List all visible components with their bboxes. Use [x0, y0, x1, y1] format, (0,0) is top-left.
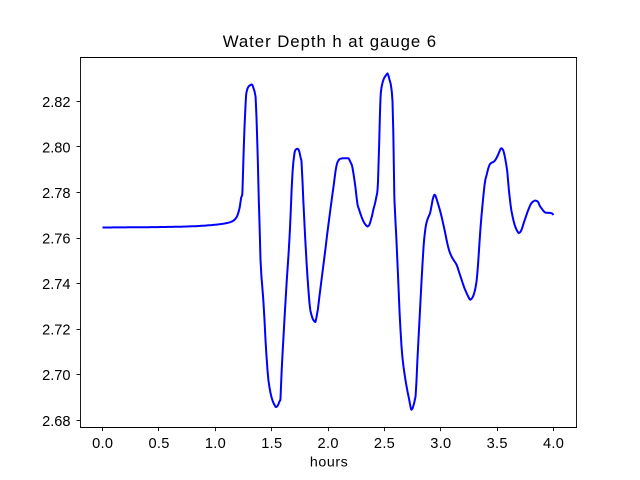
- svg-text:1.0: 1.0: [205, 436, 226, 452]
- svg-text:2.76: 2.76: [42, 232, 70, 248]
- svg-text:2.5: 2.5: [374, 436, 395, 452]
- svg-text:2.70: 2.70: [42, 368, 70, 384]
- svg-text:1.5: 1.5: [261, 436, 282, 452]
- svg-text:2.72: 2.72: [42, 323, 70, 339]
- svg-text:hours: hours: [310, 454, 349, 470]
- svg-text:2.0: 2.0: [318, 436, 339, 452]
- svg-text:2.74: 2.74: [42, 277, 70, 293]
- svg-text:2.80: 2.80: [42, 140, 70, 156]
- svg-text:2.68: 2.68: [42, 414, 70, 430]
- svg-text:3.0: 3.0: [430, 436, 451, 452]
- svg-text:3.5: 3.5: [487, 436, 508, 452]
- svg-text:0.0: 0.0: [92, 436, 113, 452]
- svg-text:2.78: 2.78: [42, 186, 70, 202]
- svg-text:2.82: 2.82: [42, 95, 70, 111]
- svg-text:4.0: 4.0: [543, 436, 564, 452]
- svg-text:Water Depth h at gauge 6: Water Depth h at gauge 6: [223, 32, 437, 51]
- svg-text:0.5: 0.5: [148, 436, 169, 452]
